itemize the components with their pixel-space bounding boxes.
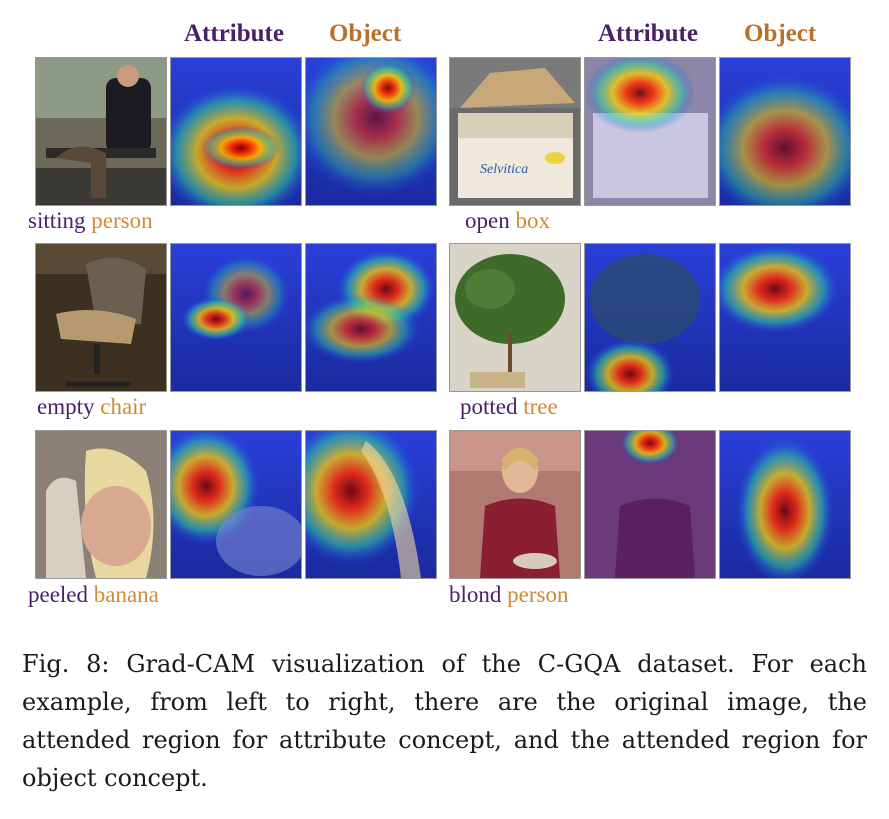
original-image-blond-person — [449, 430, 581, 579]
caption-sitting-person: sitting person — [28, 208, 153, 233]
attribute-heatmap-peeled-banana — [170, 430, 302, 579]
object-heatmap-sitting-person — [305, 57, 437, 206]
object-heatmap-empty-chair — [305, 243, 437, 392]
right-attribute-header: Attribute — [598, 20, 698, 47]
attribute-heatmap-empty-chair — [170, 243, 302, 392]
box-print-text: Selvitica — [480, 162, 528, 177]
left-object-header: Object — [329, 20, 402, 47]
caption-empty-chair: empty chair — [37, 394, 147, 419]
original-image-potted-tree — [449, 243, 581, 392]
right-object-header: Object — [744, 20, 817, 47]
attribute-heatmap-potted-tree — [584, 243, 716, 392]
caption-potted-tree: potted tree — [460, 394, 558, 419]
original-image-peeled-banana — [35, 430, 167, 579]
object-heatmap-open-box — [719, 57, 851, 206]
caption-peeled-banana: peeled banana — [28, 582, 159, 607]
attribute-heatmap-sitting-person — [170, 57, 302, 206]
figure-caption: Fig. 8: Grad-CAM visualization of the C-… — [22, 650, 867, 792]
attribute-heatmap-blond-person — [584, 430, 716, 579]
original-image-open-box: Selvitica — [449, 57, 581, 206]
object-heatmap-potted-tree — [719, 243, 851, 392]
caption-blond-person: blond person — [449, 582, 569, 607]
left-attribute-header: Attribute — [184, 20, 284, 47]
original-image-sitting-person — [35, 57, 167, 206]
caption-open-box: open box — [465, 208, 550, 233]
object-heatmap-peeled-banana — [305, 430, 437, 579]
original-image-empty-chair — [35, 243, 167, 392]
attribute-heatmap-open-box — [584, 57, 716, 206]
object-heatmap-blond-person — [719, 430, 851, 579]
